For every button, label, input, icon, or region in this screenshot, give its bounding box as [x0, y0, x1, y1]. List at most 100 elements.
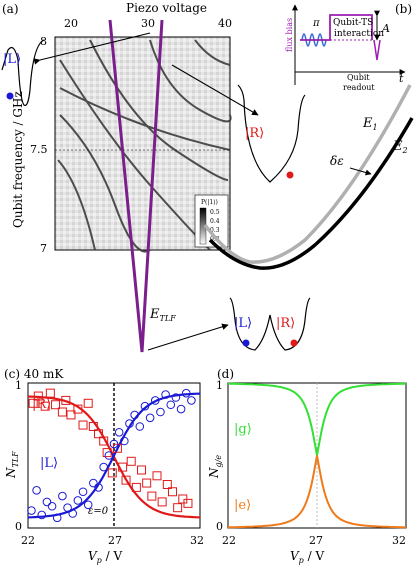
panel-c-label: (c) 40 mK — [4, 367, 64, 381]
data-point-L — [130, 410, 139, 420]
y-axis-title: Qubit frequency / GHz — [11, 91, 25, 228]
data-point-R — [107, 468, 117, 478]
data-point-L — [47, 501, 57, 511]
data-point-R — [121, 475, 131, 485]
data-point-L — [89, 478, 98, 488]
data-point-L — [63, 503, 72, 513]
data-point-L — [135, 422, 145, 431]
data-point-R — [57, 407, 67, 417]
double-well-right-label: |R⟩ — [276, 316, 295, 331]
data-point-R — [126, 456, 136, 466]
data-point-L — [120, 436, 129, 446]
interaction-pulse — [300, 14, 373, 41]
colorbar-tick: 0.3 — [210, 227, 220, 234]
c-ylabel: NTLF — [4, 451, 20, 479]
y-tick: 8 — [40, 35, 47, 48]
double-well-left-dot — [242, 339, 250, 347]
colorbar-tick: 0.4 — [210, 218, 220, 225]
d-ylabel: Ng/e — [207, 455, 223, 479]
readout-line1: Qubit — [347, 73, 370, 82]
right-well-dot — [286, 171, 294, 179]
arrow-double — [147, 323, 229, 351]
panel-d: (d) 1 0 Ng/e 22 27 32 Vp / V |g⟩ |e⟩ — [207, 367, 407, 565]
arrow-left — [33, 32, 151, 65]
data-point-L — [181, 388, 191, 398]
data-point-L — [104, 451, 114, 460]
data-point-R — [142, 478, 152, 488]
data-point-R — [51, 400, 61, 410]
y-tick: 7 — [40, 242, 47, 255]
data-point-L — [32, 486, 41, 495]
data-point-L — [166, 400, 176, 410]
pi-label: π — [312, 18, 320, 29]
d-x-tick: 32 — [392, 534, 406, 547]
double-well-right-dot — [290, 339, 298, 347]
data-point-L — [125, 419, 134, 428]
data-point-L — [145, 413, 155, 423]
data-point-R — [66, 410, 76, 420]
tlf-energy-curve — [108, 19, 164, 353]
c-x-tick: 27 — [108, 534, 122, 547]
readout-pulse — [373, 39, 381, 61]
data-point-R — [137, 465, 147, 475]
panel-c-plot — [27, 383, 201, 528]
top-tick: 20 — [64, 17, 78, 30]
data-point-R — [99, 436, 109, 446]
c-xlabel: Vp / V — [88, 549, 122, 565]
data-point-L — [161, 390, 170, 399]
E1-label: E1 — [362, 116, 378, 132]
data-point-L — [114, 428, 124, 437]
panel-a: (a) Piezo voltage 20 30 40 8 7.5 7 Qubit… — [1, 1, 311, 353]
data-point-R — [157, 497, 167, 507]
c-y-tick: 0 — [15, 520, 22, 533]
data-point-L — [99, 462, 108, 472]
data-point-R — [167, 487, 177, 497]
E2-curve — [208, 117, 414, 270]
data-point-R — [78, 420, 88, 430]
data-point-L — [73, 496, 83, 505]
readout-line2: readout — [343, 83, 375, 92]
d-x-tick: 22 — [222, 534, 236, 547]
panel-d-label: (d) — [217, 367, 234, 381]
y-tick: 7.5 — [30, 143, 48, 156]
right-well — [237, 84, 306, 183]
data-point-L — [156, 407, 165, 417]
data-point-L — [37, 510, 47, 520]
d-x-tick: 27 — [309, 534, 323, 547]
data-point-R — [152, 471, 162, 481]
data-point-R — [162, 480, 172, 489]
c-y-tick: 1 — [15, 379, 22, 392]
data-point-L — [58, 491, 67, 501]
delta-eps-arrow — [349, 167, 372, 176]
data-point-L — [94, 483, 103, 492]
fit-L-line — [27, 392, 201, 519]
data-point-L — [187, 396, 196, 405]
d-y-tick: 1 — [216, 379, 223, 392]
colorbar-tick: 0.5 — [210, 209, 220, 216]
double-well — [229, 297, 311, 351]
series-e-line — [227, 455, 407, 529]
E1-curve — [203, 84, 412, 264]
data-point-R — [40, 401, 50, 411]
data-point-R — [33, 391, 43, 401]
left-well-dot — [6, 92, 14, 100]
panel-b: (b) flux bias π Qubit-TS interaction A Q… — [203, 2, 414, 270]
interaction-line2: interaction — [334, 29, 384, 39]
data-point-R — [94, 429, 104, 439]
data-point-L — [176, 404, 186, 414]
data-point-R — [28, 398, 38, 408]
data-point-L — [68, 509, 78, 518]
panel-a-label: (a) — [2, 2, 19, 16]
arrow-right — [171, 64, 259, 116]
data-point-R — [183, 498, 193, 508]
tlf-label: ETLF — [149, 307, 176, 323]
data-point-L — [171, 393, 181, 402]
amplitude-label: A — [381, 22, 390, 35]
d-xlabel: Vp / V — [290, 549, 324, 565]
E2-label: E2 — [392, 139, 408, 155]
epsilon-label: ε=0 — [88, 506, 109, 517]
data-point-L — [140, 401, 150, 411]
data-point-R — [88, 422, 98, 431]
data-point-L — [42, 497, 52, 507]
